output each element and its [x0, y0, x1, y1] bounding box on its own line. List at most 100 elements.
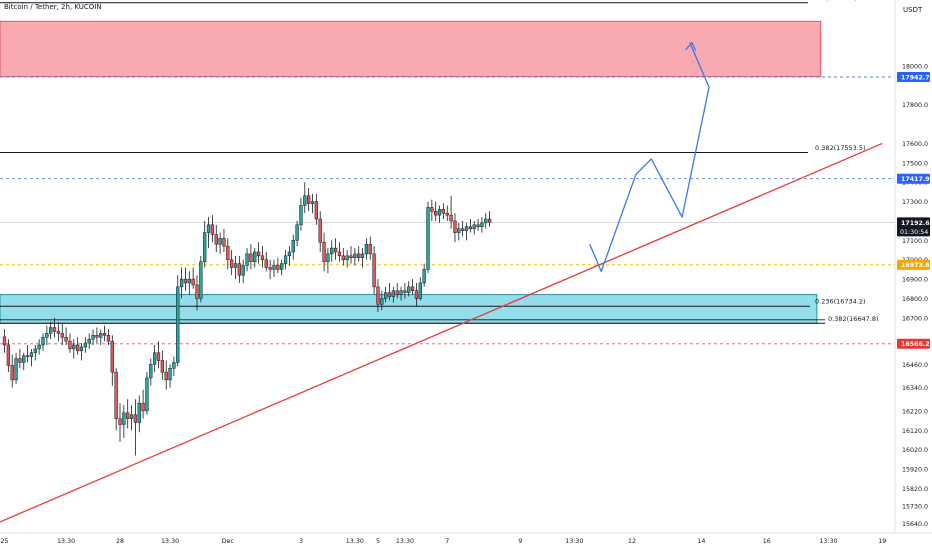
candle[interactable]	[437, 205, 442, 223]
candle[interactable]	[99, 329, 103, 345]
candle[interactable]	[176, 275, 180, 367]
candle[interactable]	[299, 197, 303, 231]
candle[interactable]	[418, 277, 422, 301]
candle[interactable]	[310, 193, 315, 214]
candle[interactable]	[414, 282, 419, 307]
projection-path[interactable]	[589, 42, 710, 272]
candle[interactable]	[91, 329, 95, 345]
candle[interactable]	[60, 323, 64, 345]
candle[interactable]	[149, 358, 153, 386]
candle[interactable]	[179, 267, 184, 299]
candle[interactable]	[280, 259, 284, 276]
candle[interactable]	[2, 329, 7, 353]
candle[interactable]	[56, 321, 61, 342]
candle[interactable]	[245, 248, 249, 272]
candle[interactable]	[276, 257, 280, 274]
price-axis[interactable]	[895, 0, 932, 550]
candle[interactable]	[268, 259, 272, 280]
candle[interactable]	[168, 364, 172, 388]
candle[interactable]	[172, 356, 176, 377]
candle[interactable]	[303, 182, 307, 214]
candle[interactable]	[141, 389, 145, 419]
candle[interactable]	[426, 201, 430, 274]
candle[interactable]	[384, 286, 388, 303]
candle[interactable]	[287, 246, 292, 266]
candle[interactable]	[364, 238, 369, 260]
candle[interactable]	[22, 352, 26, 371]
candle[interactable]	[337, 242, 342, 262]
candle[interactable]	[156, 341, 161, 369]
candle[interactable]	[345, 250, 349, 268]
candle[interactable]	[403, 282, 407, 299]
candle[interactable]	[114, 368, 118, 431]
candle[interactable]	[430, 199, 434, 221]
candle[interactable]	[6, 339, 10, 373]
candle[interactable]	[203, 220, 207, 268]
candle[interactable]	[64, 327, 68, 345]
candle[interactable]	[226, 238, 230, 270]
candle[interactable]	[457, 222, 461, 241]
candle[interactable]	[333, 238, 338, 260]
trendline[interactable]	[0, 142, 883, 523]
candle[interactable]	[87, 333, 91, 349]
candle[interactable]	[14, 352, 18, 384]
candle[interactable]	[264, 251, 268, 272]
candle[interactable]	[357, 246, 361, 262]
candle[interactable]	[183, 267, 188, 291]
candle[interactable]	[449, 195, 453, 229]
candle[interactable]	[391, 286, 396, 303]
candle[interactable]	[137, 395, 141, 433]
candle[interactable]	[187, 271, 191, 295]
candle[interactable]	[453, 213, 457, 243]
candle[interactable]	[360, 248, 365, 268]
candle[interactable]	[341, 248, 345, 266]
candle[interactable]	[102, 325, 107, 342]
candle[interactable]	[399, 286, 403, 301]
candle[interactable]	[72, 339, 76, 359]
candle[interactable]	[468, 219, 473, 233]
candle[interactable]	[126, 399, 130, 429]
candle[interactable]	[118, 403, 122, 442]
candle[interactable]	[376, 279, 380, 313]
candle[interactable]	[10, 354, 14, 388]
candle[interactable]	[230, 250, 234, 276]
candle[interactable]	[480, 217, 484, 233]
candle[interactable]	[283, 250, 288, 270]
candle[interactable]	[195, 275, 199, 311]
candle[interactable]	[487, 211, 492, 227]
candle[interactable]	[206, 217, 211, 249]
candle[interactable]	[484, 213, 488, 229]
candle[interactable]	[260, 246, 265, 268]
candle[interactable]	[387, 282, 392, 301]
candle[interactable]	[191, 267, 195, 289]
candle[interactable]	[145, 372, 149, 415]
candle[interactable]	[29, 348, 34, 367]
candle[interactable]	[372, 246, 376, 295]
candle[interactable]	[445, 205, 449, 221]
candle[interactable]	[18, 348, 22, 369]
candle[interactable]	[434, 201, 438, 221]
candle[interactable]	[349, 246, 353, 264]
candle[interactable]	[241, 259, 245, 283]
candle[interactable]	[472, 220, 476, 235]
candle[interactable]	[83, 337, 87, 353]
candle[interactable]	[464, 222, 469, 241]
candle[interactable]	[330, 240, 334, 262]
candle[interactable]	[253, 248, 257, 268]
candle[interactable]	[322, 232, 326, 272]
candle[interactable]	[368, 236, 372, 260]
candle[interactable]	[353, 248, 357, 266]
candle[interactable]	[76, 337, 80, 355]
candle[interactable]	[95, 327, 99, 344]
candle[interactable]	[233, 255, 238, 280]
candle[interactable]	[476, 219, 480, 231]
candle[interactable]	[122, 405, 126, 439]
candle[interactable]	[237, 255, 241, 283]
candle[interactable]	[25, 344, 30, 363]
candle[interactable]	[318, 211, 322, 252]
candle[interactable]	[295, 220, 299, 247]
candle[interactable]	[133, 399, 138, 456]
candle[interactable]	[218, 232, 222, 254]
candle[interactable]	[256, 242, 261, 264]
